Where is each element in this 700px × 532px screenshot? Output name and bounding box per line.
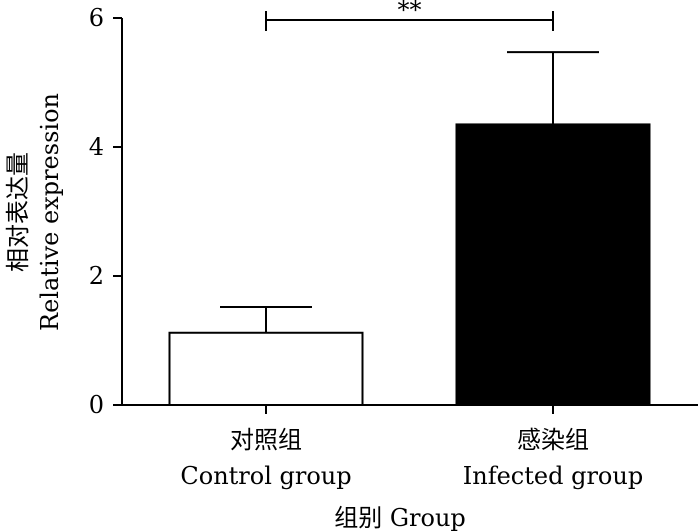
- significance-label: **: [398, 0, 422, 24]
- labels: 0 2 4 6 对照组 Control group 感染组 Infected group 组别 …: [4, 4, 643, 532]
- error-bars: [220, 51, 599, 333]
- y-tick-label: 4: [89, 133, 104, 161]
- bars: [168, 123, 651, 407]
- x-category-label-cn: 对照组: [230, 426, 302, 454]
- y-tick-label: 2: [89, 262, 104, 290]
- x-category-label-en: Control group: [180, 462, 351, 490]
- x-category-label-en: Infected group: [463, 462, 643, 490]
- y-axis-title-en: Relative expression: [36, 93, 64, 331]
- x-axis-title: 组别 Group: [334, 504, 466, 532]
- y-tick-label: 6: [89, 4, 104, 32]
- y-axis-title-cn: 相对表达量: [4, 152, 32, 272]
- bar: [455, 123, 651, 407]
- significance-bracket: **: [265, 0, 554, 31]
- x-category-label-cn: 感染组: [517, 426, 589, 454]
- bar: [168, 331, 364, 407]
- y-tick-label: 0: [89, 391, 104, 419]
